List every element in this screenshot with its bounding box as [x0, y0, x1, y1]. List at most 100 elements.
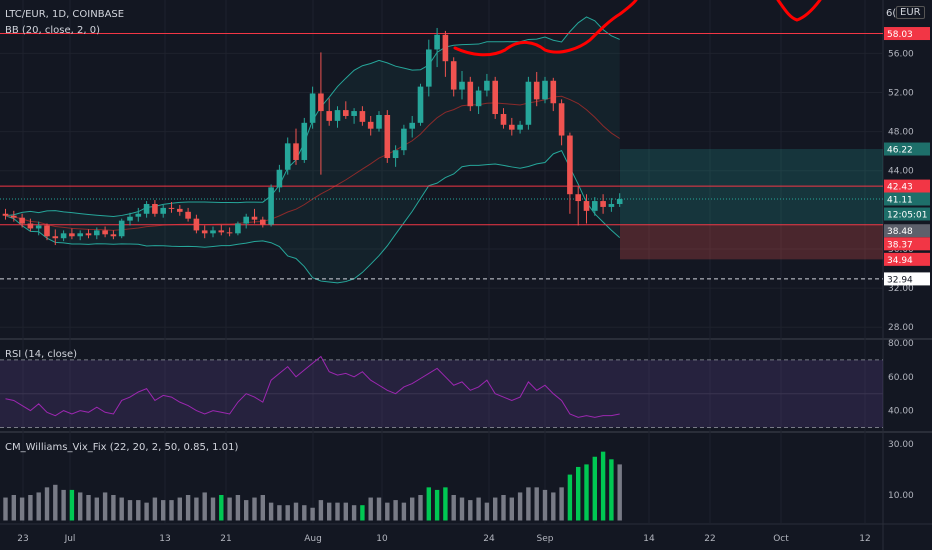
candle-body — [160, 207, 166, 214]
vix-bar — [501, 495, 506, 521]
candle-body — [35, 225, 42, 229]
time-axis-label: Oct — [773, 534, 789, 544]
candle-body — [52, 236, 59, 239]
candle-body — [351, 111, 357, 116]
candle-body — [401, 128, 407, 151]
vix-bar — [434, 489, 440, 521]
candle-body — [11, 215, 17, 218]
vix-bar — [559, 487, 564, 521]
vix-bar — [509, 497, 514, 521]
candle-body — [616, 199, 623, 204]
vix-bar — [235, 495, 241, 521]
vix-bar — [102, 492, 108, 521]
vix-bar — [484, 502, 490, 521]
price-tag-label: 46.22 — [887, 146, 913, 156]
candle-body — [542, 80, 548, 100]
vix-bar — [567, 474, 573, 521]
candle-body — [60, 233, 67, 239]
candle-body — [525, 81, 532, 125]
candle-body — [260, 219, 266, 225]
candle-body — [251, 216, 258, 220]
price-tag-label: 32.94 — [887, 275, 913, 285]
price-tag — [884, 252, 930, 266]
candle-body — [359, 111, 366, 122]
vix-bar — [194, 497, 199, 521]
time-axis-label: Jul — [64, 534, 76, 544]
price-tag-label: 42.43 — [887, 183, 913, 193]
candle-body — [583, 201, 590, 211]
price-tag — [884, 142, 930, 156]
vix-bar — [177, 497, 182, 521]
candle-body — [69, 233, 75, 237]
vix-bar — [144, 502, 149, 521]
bb-lower-line — [5, 150, 621, 284]
candle-body — [177, 208, 183, 212]
candle-body — [467, 81, 474, 107]
vix-bar — [185, 495, 191, 521]
candle-body — [284, 143, 291, 170]
candle-body — [442, 34, 449, 62]
candle-body — [102, 230, 108, 235]
vix-bar — [152, 497, 158, 521]
vix-bar — [219, 495, 224, 521]
price-tick-label: 48.00 — [888, 128, 914, 138]
vix-bar — [78, 492, 83, 521]
rsi-tick-label: 40.00 — [888, 407, 914, 417]
vix-bar — [534, 487, 539, 521]
candle-body — [193, 218, 200, 231]
rsi-tick-label: 60.00 — [888, 373, 914, 383]
vix-bar — [44, 487, 50, 521]
symbol-title: LTC/EUR, 1D, COINBASE — [5, 9, 125, 20]
time-axis-label: Aug — [304, 534, 322, 544]
rsi-line — [5, 355, 620, 418]
vix-bar — [252, 497, 257, 521]
currency-badge[interactable]: EUR — [896, 6, 925, 19]
vix-bar — [368, 497, 373, 521]
candle-body — [210, 230, 216, 234]
vix-bar — [161, 500, 166, 521]
vix-tick-label: 30.00 — [888, 440, 914, 450]
bb-fill — [5, 16, 620, 283]
vix-bar — [260, 495, 265, 521]
candle-body — [450, 61, 457, 90]
candle-body — [600, 201, 606, 207]
candle-body — [301, 122, 308, 160]
candle-body — [185, 211, 191, 219]
vix-bar — [360, 505, 365, 521]
vix-bar — [86, 495, 91, 521]
vix-bar — [418, 495, 423, 521]
candle-body — [243, 216, 249, 224]
vix-bar — [459, 497, 465, 521]
candle-body — [118, 220, 125, 237]
vix-bar — [468, 500, 473, 521]
vix-bar — [19, 497, 25, 521]
vix-bar — [28, 495, 33, 521]
candle-body — [426, 49, 432, 87]
candle-body — [2, 213, 9, 216]
vix-bar — [401, 502, 407, 521]
candle-body — [533, 81, 540, 100]
time-axis-label: 13 — [159, 534, 170, 544]
candle-body — [293, 143, 299, 160]
vix-bar — [268, 502, 274, 521]
price-tick-label: 28.00 — [888, 323, 914, 333]
candle-body — [235, 223, 241, 234]
vix-bar — [327, 502, 332, 521]
candle-body — [343, 110, 349, 116]
rsi-tick-label: 80.00 — [888, 339, 914, 349]
vix-bar — [426, 487, 431, 521]
rsi-indicator-label: RSI (14, close) — [5, 349, 78, 360]
candle-body — [575, 194, 581, 202]
vix-indicator-label: CM_Williams_Vix_Fix (22, 20, 2, 50, 0.85… — [5, 442, 239, 453]
candle-body — [517, 124, 523, 130]
candle-body — [334, 110, 341, 121]
vix-bar — [592, 456, 597, 521]
price-tag — [884, 27, 930, 41]
price-tag — [884, 272, 930, 286]
candle-body — [417, 86, 424, 123]
drawing-annotation-hook — [776, 0, 822, 22]
price-tag-label: 34.94 — [887, 256, 913, 266]
price-tag — [884, 179, 930, 193]
vix-bar — [318, 500, 324, 521]
